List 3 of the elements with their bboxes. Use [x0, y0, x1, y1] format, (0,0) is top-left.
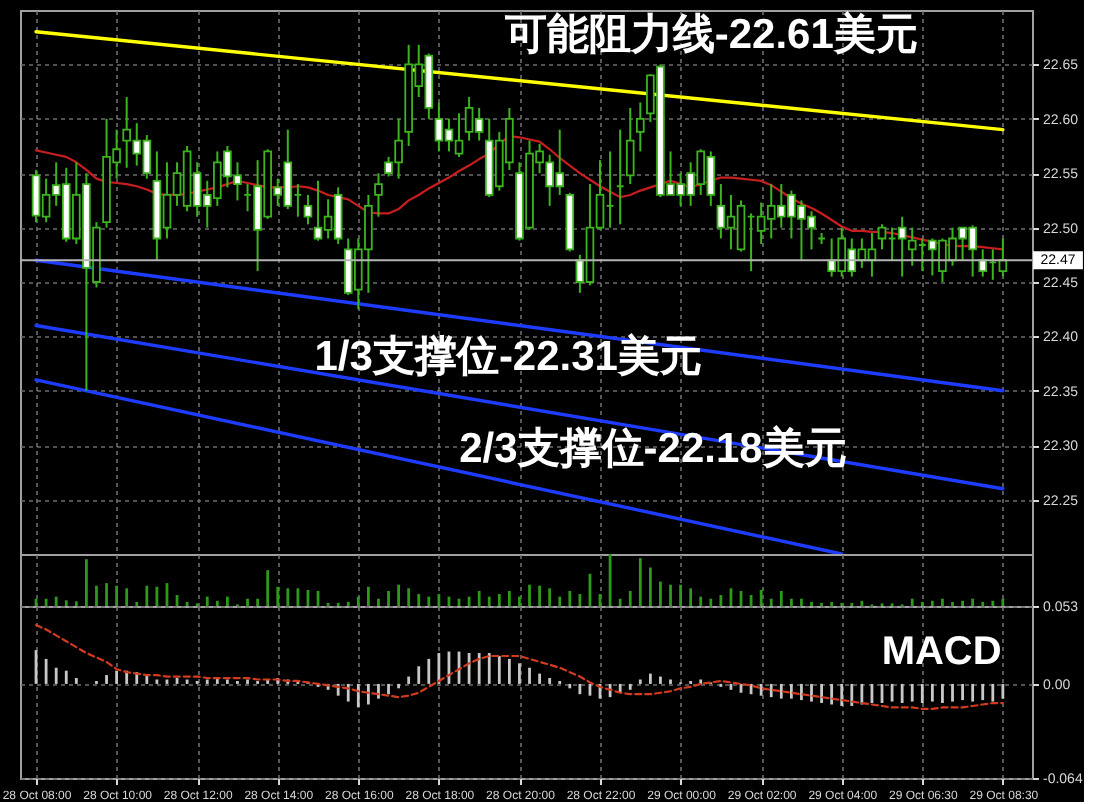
annotation: 可能阻力线-22.61美元 [502, 10, 918, 59]
annotation: 1/3支撑位-22.31美元 [314, 332, 702, 381]
text: MACD [881, 630, 1002, 675]
